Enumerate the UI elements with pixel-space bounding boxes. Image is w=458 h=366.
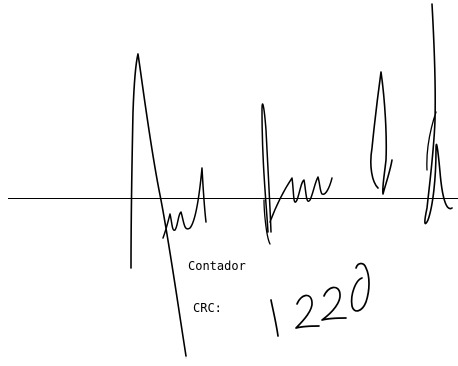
crc-label: CRC:: [193, 301, 222, 315]
role-label: Contador: [188, 259, 246, 273]
signature-line: [8, 198, 458, 199]
crc-number-handwritten: [270, 262, 370, 337]
